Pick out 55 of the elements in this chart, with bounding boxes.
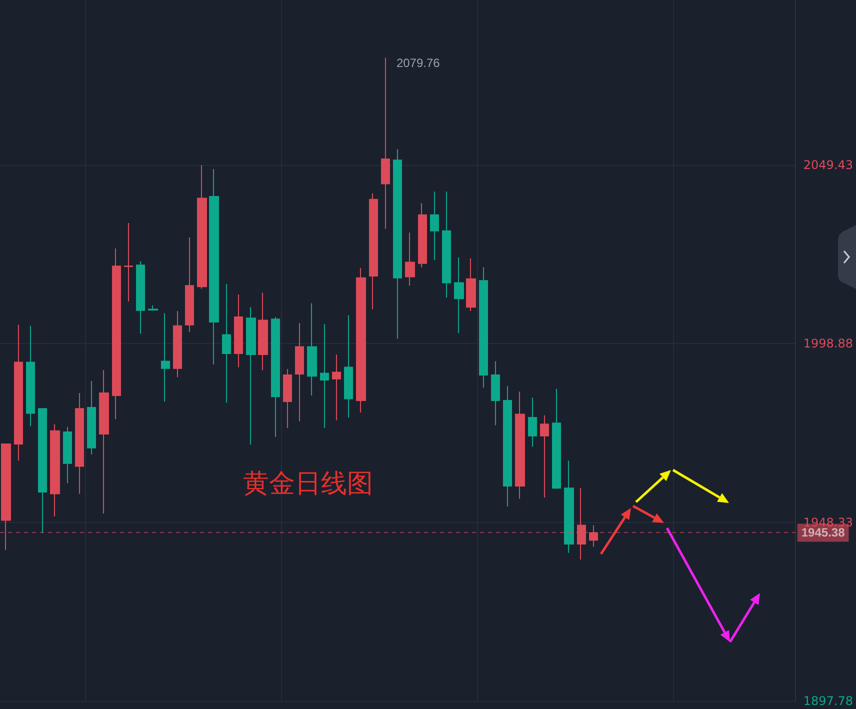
- candlestick: [466, 258, 476, 312]
- candlestick: [148, 304, 158, 311]
- candlestick: [356, 267, 366, 413]
- candlestick: [1, 443, 11, 550]
- candlestick: [528, 397, 537, 448]
- candlestick: [271, 316, 280, 438]
- candlestick: [515, 391, 525, 500]
- candlestick: [99, 370, 109, 514]
- candlestick: [442, 191, 451, 298]
- candlestick: [173, 310, 182, 378]
- y-tick-label: 1897.78: [803, 694, 853, 708]
- candlestick: [454, 256, 464, 334]
- candlestick: [136, 260, 145, 334]
- candlestick: [491, 360, 500, 426]
- candlestick: [589, 524, 598, 548]
- candlestick: [197, 164, 207, 290]
- candlestick: [283, 368, 292, 429]
- candlestick: [26, 325, 35, 427]
- candlestick: [295, 322, 304, 422]
- candlestick: [112, 248, 121, 420]
- candlestick: [564, 460, 574, 554]
- candlestick: [381, 57, 390, 230]
- y-tick-label: 1998.88: [803, 336, 853, 351]
- candlestick: [418, 202, 427, 268]
- y-tick-label: 2049.43: [803, 158, 853, 172]
- candlestick: [50, 424, 60, 517]
- candlestick: [258, 292, 268, 371]
- candlestick: [479, 266, 488, 388]
- candlestick: [75, 392, 84, 494]
- candlestick: [246, 306, 256, 446]
- candlestick: [63, 426, 72, 484]
- candlestick: [540, 414, 549, 498]
- candlestick: [222, 283, 231, 404]
- candlestick: [552, 388, 561, 490]
- candlestick: [124, 222, 133, 302]
- candlestick: [320, 324, 329, 429]
- candlestick: [405, 232, 415, 286]
- candlestick: [344, 314, 353, 418]
- candlestick: [332, 354, 341, 421]
- candlestick: [38, 408, 47, 534]
- candlestick: [430, 191, 439, 261]
- candlestick: [161, 312, 170, 402]
- candlestick: [87, 380, 96, 456]
- candlestick: [369, 192, 378, 310]
- candlestick: [577, 488, 586, 560]
- candlestick: [503, 385, 512, 508]
- candlestick: [307, 302, 317, 396]
- text: 黄金日线图: [243, 469, 373, 499]
- candlestick: [234, 294, 243, 368]
- candlestick: [393, 148, 402, 340]
- candlestick: [185, 237, 194, 332]
- candlestick: [209, 168, 219, 365]
- annotation: 2079.76: [396, 56, 440, 70]
- candlestick: [14, 324, 23, 462]
- ref-line-label: 1945.38: [801, 526, 846, 540]
